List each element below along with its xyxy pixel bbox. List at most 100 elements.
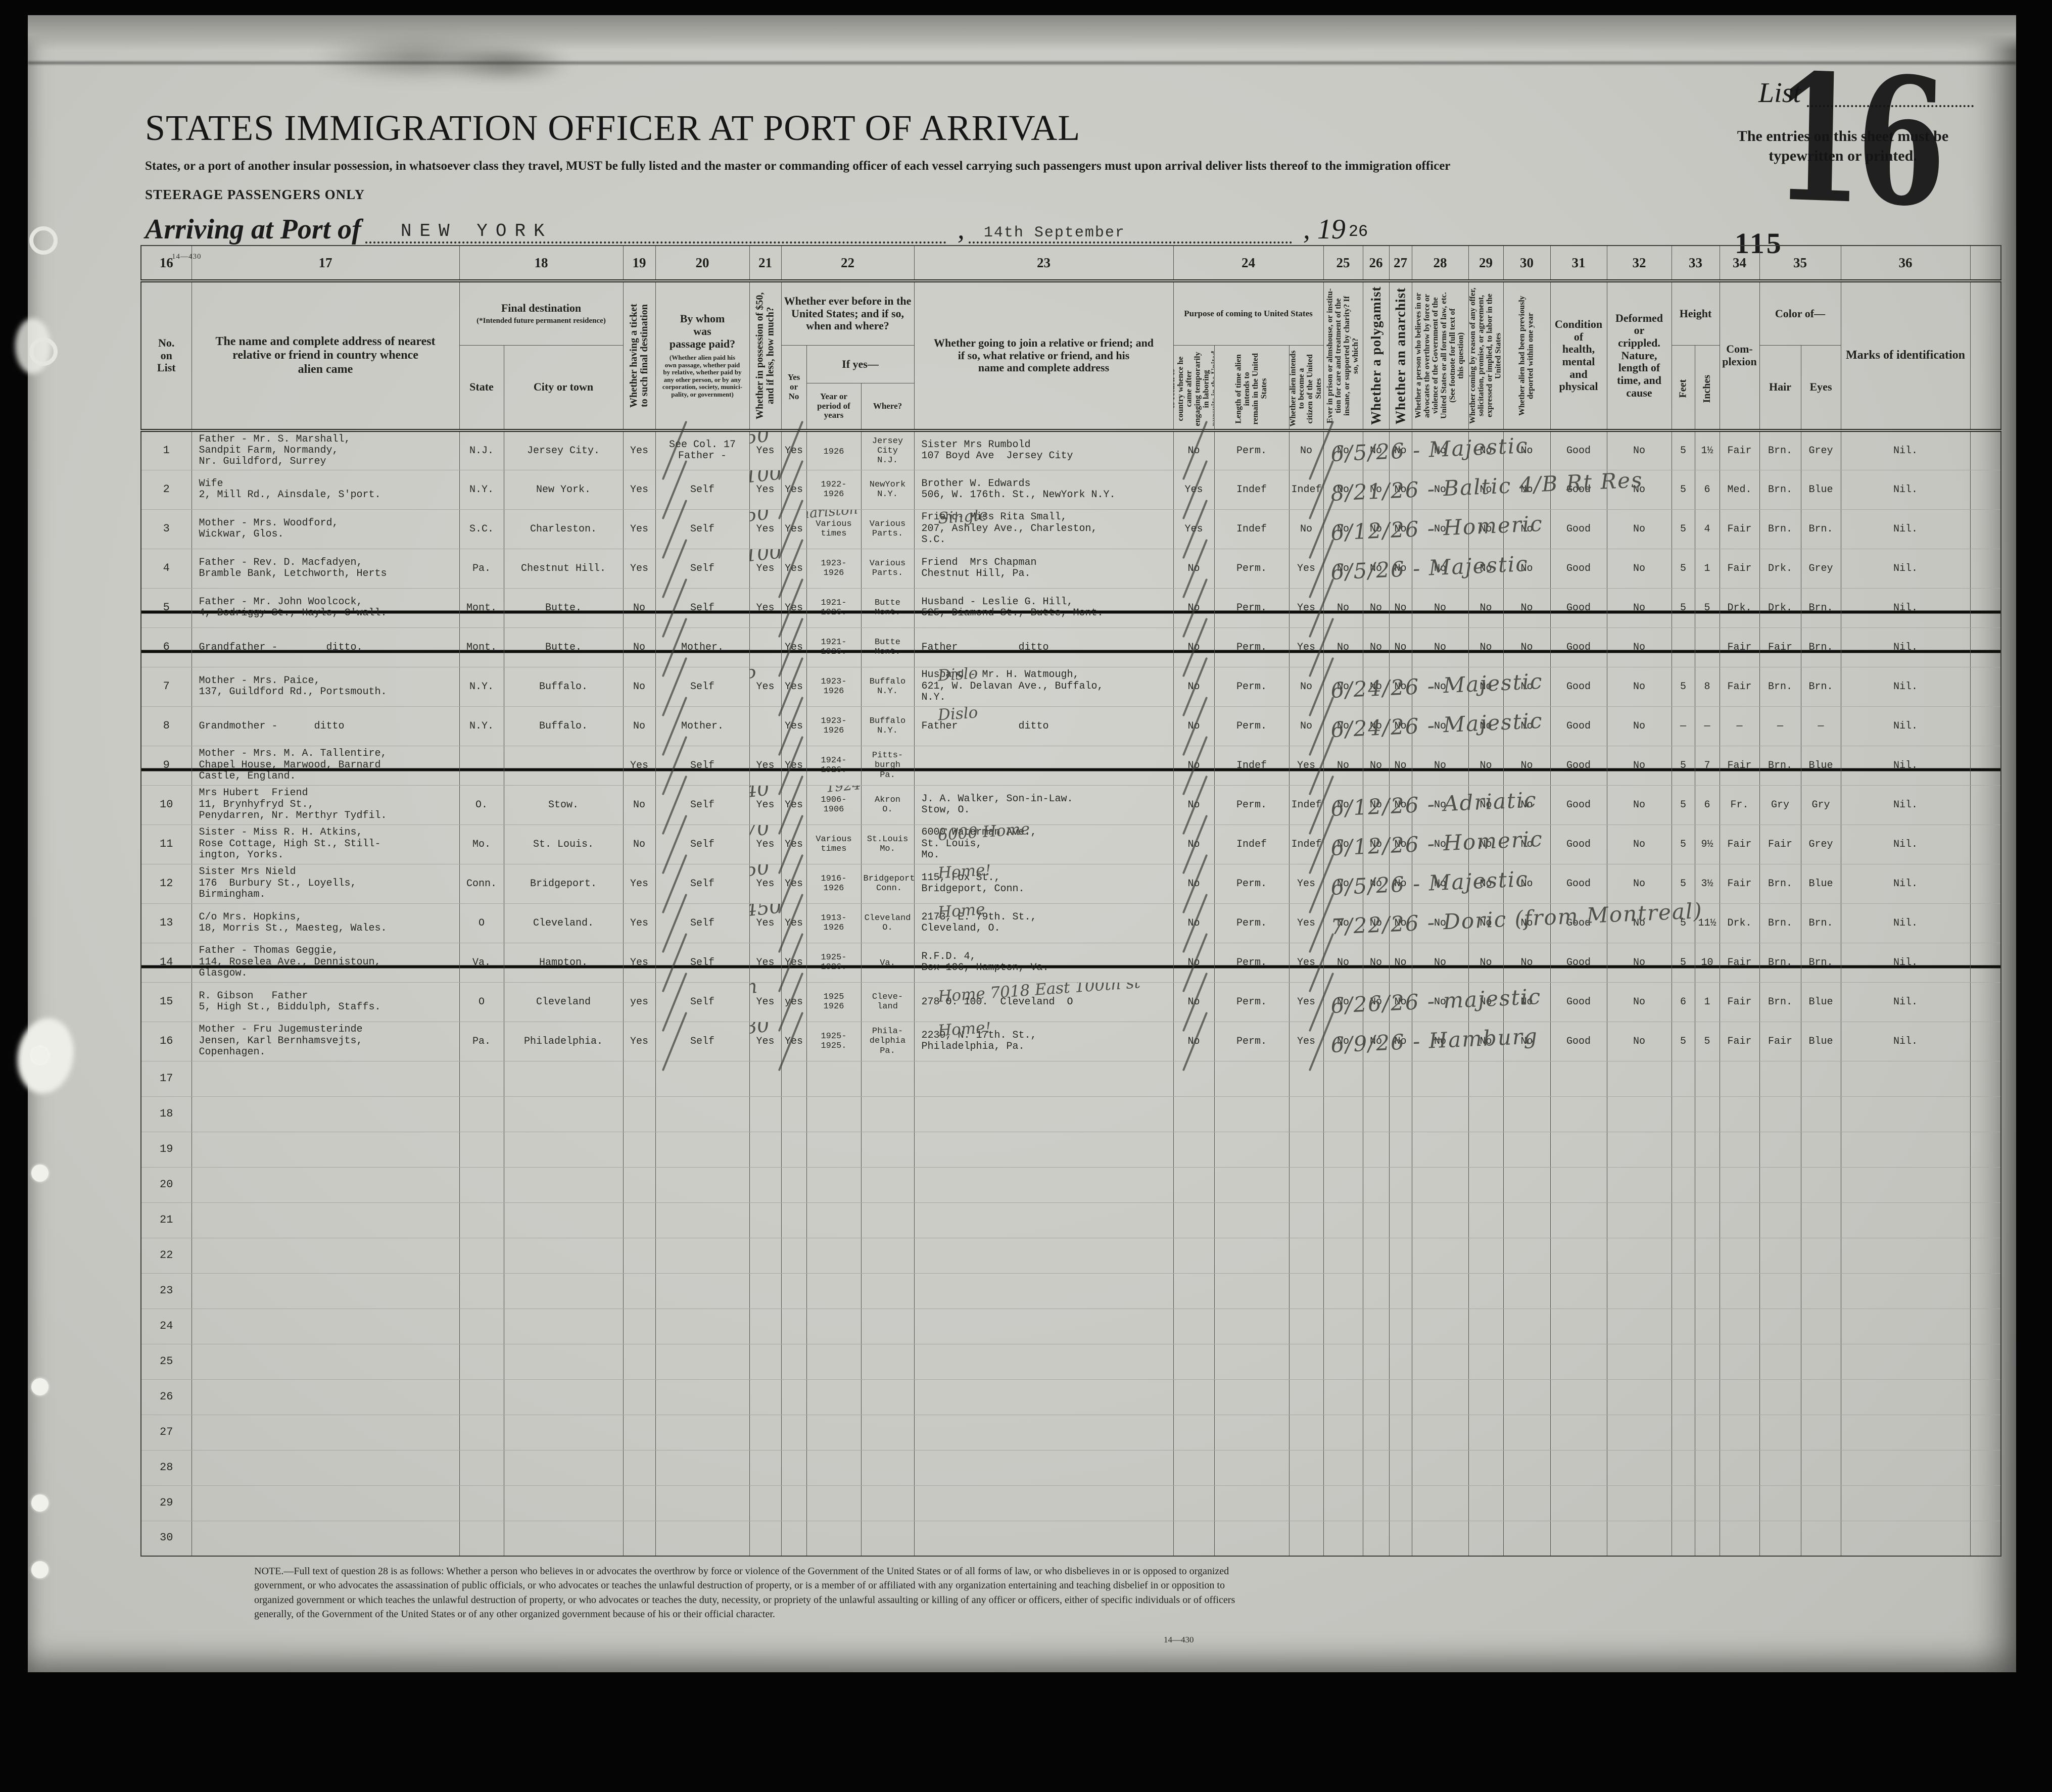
passage-paid-note: (Whether alien paid his own passage, whe… — [662, 354, 743, 399]
cell-eyes: Brn. — [1800, 509, 1841, 549]
cell-year — [806, 1379, 862, 1415]
cell-deform — [1606, 1309, 1672, 1344]
punch-hole — [29, 337, 58, 366]
cell-compl: Fair — [1719, 549, 1760, 589]
handwritten-annotation: 40 — [749, 785, 771, 802]
cell-dep: No — [1503, 667, 1551, 707]
cell-state: O — [459, 903, 504, 943]
header-sub-row: State City or town Yes or No If yes— Whe… — [141, 345, 2001, 432]
cell-health: Good — [1550, 1022, 1607, 1061]
cell-health — [1550, 1379, 1607, 1415]
cell-inches: 11½ — [1694, 903, 1720, 943]
cell-no: 5 — [140, 588, 192, 628]
cell-relative: Mrs Hubert Friend 11, Brynhyfryd St., Pe… — [191, 785, 460, 825]
cell-poss — [749, 1309, 782, 1344]
cell-labor: No — [1468, 785, 1504, 825]
cell-hair — [1759, 1273, 1801, 1309]
cell-labor: No — [1468, 706, 1504, 746]
cell-deform — [1606, 1202, 1672, 1238]
cell-stay: Perm. — [1214, 706, 1290, 746]
cell-feet — [1671, 1202, 1695, 1238]
cell-year — [806, 1202, 862, 1238]
cell-year: 1923- 1926 — [806, 706, 862, 746]
date-value: 14th September — [983, 224, 1125, 241]
manifest-body: 1 Father - Mr. S. Marshall, Sandpit Farm,… — [140, 430, 2001, 1557]
col-number: 33 — [1671, 245, 1720, 282]
cell-compl: — — [1719, 706, 1760, 746]
cell-deform: No — [1606, 903, 1672, 943]
cell-feet — [1671, 1521, 1695, 1557]
cell-relative — [191, 1344, 460, 1380]
cell-extra — [1970, 1521, 2001, 1557]
cell-prison: No — [1323, 549, 1363, 589]
cell-feet — [1671, 1238, 1695, 1274]
table-row: 17 — [140, 1061, 2001, 1097]
header-ever-before-us: Whether ever before in the United States… — [781, 280, 915, 346]
cell-anar: No — [1389, 785, 1412, 825]
cell-cit — [1289, 1309, 1324, 1344]
cell-year — [806, 1132, 862, 1168]
cell-paid: Self — [655, 588, 750, 628]
cell-deform: No — [1606, 509, 1672, 549]
cell-hair: Brn. — [1759, 470, 1801, 510]
cell-stay: Perm. — [1214, 667, 1290, 707]
cell-relative — [191, 1273, 460, 1309]
cell-poly: No — [1362, 785, 1390, 825]
cell-poly: No — [1362, 903, 1390, 943]
cell-compl: Fair — [1719, 825, 1760, 864]
cell-city — [503, 1309, 624, 1344]
cell-dep — [1503, 1061, 1551, 1097]
cell-paid — [655, 1167, 750, 1203]
cell-health: Good — [1550, 943, 1607, 983]
cell-eyes: Grey — [1800, 825, 1841, 864]
cell-state — [459, 746, 504, 786]
cell-byes — [781, 1238, 807, 1274]
cell-paid: Self — [655, 470, 750, 510]
cell-where — [861, 1273, 915, 1309]
cell-city: New York. — [503, 470, 624, 510]
cell-no: 15 — [140, 982, 192, 1022]
cell-year: 1925 1926 — [806, 982, 862, 1022]
cell-deform — [1606, 1521, 1672, 1557]
cell-ticket — [623, 1521, 656, 1557]
table-row: 20 — [140, 1167, 2001, 1203]
header-anarchist: Whether an anarchist — [1389, 281, 1412, 430]
cell-city: Jersey City. — [503, 430, 624, 470]
cell-ticket: No — [623, 588, 656, 628]
cell-poly — [1362, 1167, 1390, 1203]
cell-health — [1550, 1344, 1607, 1380]
cell-deform: No — [1606, 864, 1672, 904]
cell-relative: Wife 2, Mill Rd., Ainsdale, S'port. — [191, 470, 460, 510]
cell-join — [914, 1485, 1174, 1521]
cell-extra — [1970, 509, 2001, 549]
cell-extra — [1970, 627, 2001, 667]
col-number: 16 — [140, 245, 192, 282]
cell-relative — [191, 1379, 460, 1415]
cell-deform — [1606, 1379, 1672, 1415]
cell-join — [914, 1273, 1174, 1309]
cell-deform — [1606, 1238, 1672, 1274]
cell-marks: Nil. — [1840, 746, 1971, 786]
header-prison: Ever in prison or almshouse, or institu-… — [1323, 281, 1363, 430]
cell-poly — [1362, 1202, 1390, 1238]
cell-marks — [1840, 1309, 1971, 1344]
cell-ticket — [623, 1450, 656, 1486]
cell-eyes: Brn. — [1800, 667, 1841, 707]
cell-stay: Perm. — [1214, 1022, 1290, 1061]
table-row: 13 C/o Mrs. Hopkins, 18, Morris St., Maes… — [140, 903, 2001, 943]
col-number: 22 — [781, 245, 915, 282]
cell-stay — [1214, 1309, 1290, 1344]
cell-marks — [1840, 1202, 1971, 1238]
passage-paid-title: By whom was passage paid? — [669, 312, 736, 350]
cell-eyes: Blue — [1800, 1022, 1841, 1061]
cell-deform: No — [1606, 746, 1672, 786]
cell-hair: Drk. — [1759, 588, 1801, 628]
cell-where — [861, 1061, 915, 1097]
table-row: 8 Grandmother - ditto N.Y. Buffalo. No Mother… — [140, 706, 2001, 746]
cell-prison — [1323, 1450, 1363, 1486]
table-row: 30 — [140, 1521, 2001, 1557]
cell-feet — [1671, 1309, 1695, 1344]
cell-state — [459, 1415, 504, 1450]
cell-deform: No — [1606, 667, 1672, 707]
cell-anar: No — [1389, 903, 1412, 943]
